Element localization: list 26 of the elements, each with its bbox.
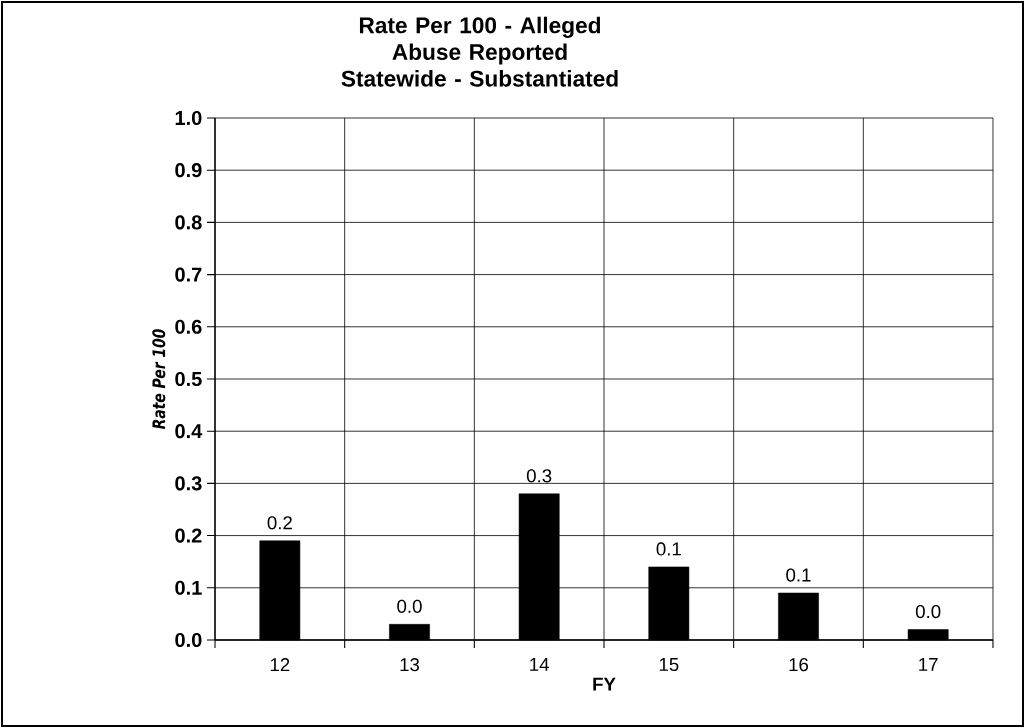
y-tick-label: 0.6 <box>175 319 202 334</box>
x-tick-label: 15 <box>659 658 679 672</box>
x-tick-label: 14 <box>530 658 549 671</box>
y-tick-label: 0.0 <box>175 632 202 648</box>
y-tick-label: 1.0 <box>175 110 202 126</box>
x-tick-label: 16 <box>789 658 809 672</box>
data-label: 0.1 <box>786 568 811 582</box>
y-tick-label: 0.7 <box>175 267 202 282</box>
data-label: 0.3 <box>526 469 552 483</box>
chart-title: Rate Per 100 - Alleged Abuse Reported Statewide - Substantiated <box>341 16 618 87</box>
y-tick-label: 0.3 <box>175 476 202 491</box>
y-axis-title: Rate Per 100 <box>152 329 166 430</box>
x-tick-label: 17 <box>919 658 938 671</box>
x-axis-title: FY <box>593 677 616 691</box>
y-tick-label: 0.5 <box>175 371 202 387</box>
y-tick-label: 0.8 <box>175 215 202 230</box>
y-tick-label: 0.2 <box>175 528 202 543</box>
x-tick-label: 13 <box>400 658 420 672</box>
y-tick-label: 0.4 <box>175 424 203 439</box>
data-label: 0.0 <box>915 604 941 619</box>
data-label: 0.2 <box>267 516 292 530</box>
data-label: 0.1 <box>656 542 681 556</box>
y-tick-label: 0.9 <box>175 163 202 178</box>
y-tick-label: 0.1 <box>175 580 202 595</box>
data-label: 0.0 <box>397 599 422 613</box>
x-tick-label: 12 <box>270 658 290 672</box>
